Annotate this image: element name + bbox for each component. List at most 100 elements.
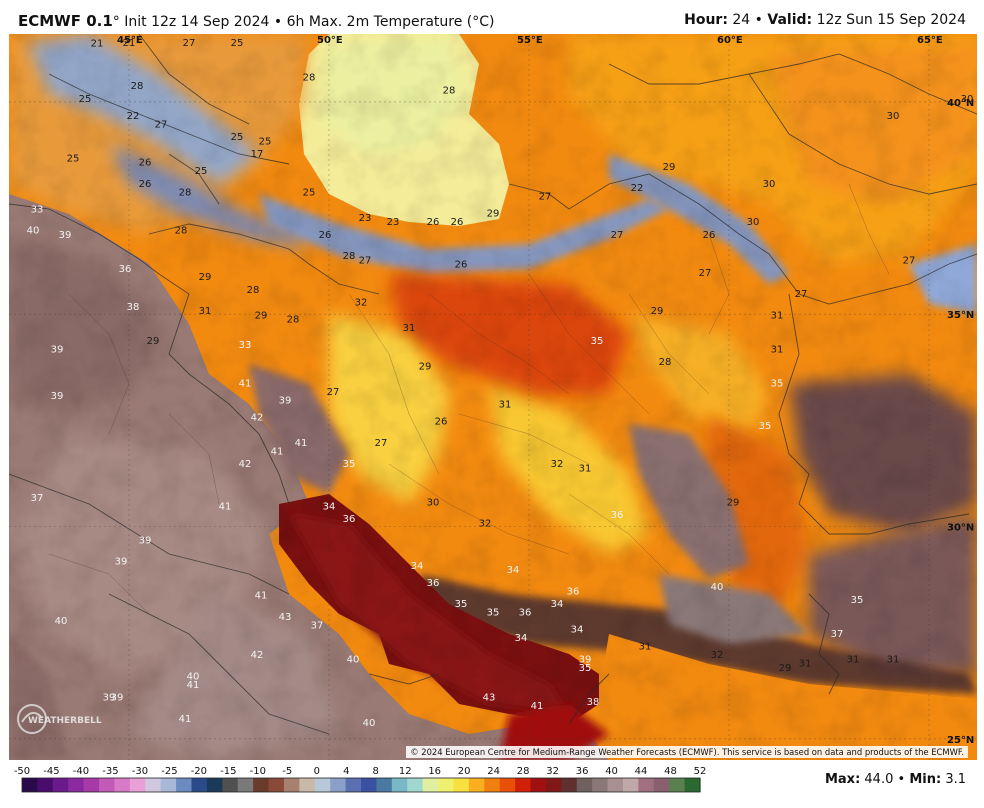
temperature-label: 35: [759, 421, 772, 432]
temperature-label: 36: [427, 578, 440, 589]
temperature-label: 17: [251, 149, 264, 160]
colorbar-cell: [191, 778, 208, 792]
colorbar-cell: [499, 778, 516, 792]
temperature-label: 21: [91, 39, 104, 50]
colorbar-tick-label: -50: [13, 766, 31, 777]
colorbar-cell: [22, 778, 39, 792]
temperature-label: 25: [303, 187, 316, 198]
temperature-field: [9, 34, 977, 760]
temperature-label: 32: [479, 518, 492, 529]
temperature-label: 32: [711, 650, 724, 661]
temperature-label: 37: [831, 629, 844, 640]
country-borders: [9, 34, 977, 735]
colorbar-cell: [222, 778, 239, 792]
temperature-label: 27: [327, 387, 340, 398]
colorbar-cell: [52, 778, 69, 792]
temperature-label: 41: [295, 438, 308, 449]
colorbar-tick-label: 36: [575, 766, 589, 777]
temperature-label: 38: [127, 302, 140, 313]
colorbar-cell: [545, 778, 562, 792]
header-left: ECMWF 0.1° Init 12z 14 Sep 2024 • 6h Max…: [18, 12, 495, 30]
colorbar-cell: [283, 778, 300, 792]
temperature-label: 28: [659, 357, 672, 368]
temperature-label: 36: [343, 514, 356, 525]
brand-title: ECMWF 0.1: [18, 12, 113, 30]
temperature-label: 30: [961, 94, 974, 105]
temperature-label: 29: [663, 162, 676, 173]
temperature-label: 29: [727, 497, 740, 508]
temperature-label: 23: [387, 217, 400, 228]
temperature-label: 34: [571, 625, 584, 636]
temperature-label: 38: [587, 697, 600, 708]
colorbar-cell: [99, 778, 116, 792]
temperature-label: 35: [455, 599, 468, 610]
colorbar-cell: [592, 778, 609, 792]
temperature-label: 26: [319, 230, 332, 241]
brand-degree: °: [112, 14, 120, 30]
colorbar-cell: [653, 778, 670, 792]
separator-dot-2: •: [754, 12, 763, 28]
colorbar-cell: [330, 778, 347, 792]
latitude-label: 25°N: [947, 735, 974, 746]
latitude-labels: 40°N 35°N 30°N 25°N: [947, 98, 974, 746]
temperature-label: 28: [443, 85, 456, 96]
temperature-label: 36: [611, 510, 624, 521]
temperature-label: 27: [375, 438, 388, 449]
colorbar-cell: [484, 778, 501, 792]
colorbar-cell: [129, 778, 146, 792]
temperature-label: 35: [771, 378, 784, 389]
latitude-label: 40°N: [947, 98, 974, 109]
temperature-label: 31: [887, 654, 900, 665]
temperature-label: 26: [139, 158, 152, 169]
colorbar-cell: [68, 778, 85, 792]
colorbar-tick-label: -5: [282, 766, 293, 777]
colorbar-cell: [376, 778, 393, 792]
temperature-label: 37: [31, 493, 44, 504]
colorbar-cell: [37, 778, 54, 792]
temperature-label: 26: [703, 230, 716, 241]
temperature-label: 28: [175, 226, 188, 237]
colorbar-cell: [453, 778, 470, 792]
init-time: Init 12z 14 Sep 2024: [124, 14, 270, 30]
temperature-label: 33: [239, 340, 252, 351]
colorbar-tick-label: -20: [190, 766, 208, 777]
temperature-label: 30: [747, 217, 760, 228]
colorbar-tick-label: 40: [605, 766, 618, 777]
colorbar-cell: [114, 778, 131, 792]
temperature-label: 26: [451, 217, 464, 228]
temperature-label: 39: [51, 344, 64, 355]
temperature-label: 41: [255, 591, 268, 602]
temperature-label: 36: [567, 586, 580, 597]
product-name: 6h Max. 2m Temperature (°C): [286, 14, 495, 30]
temperature-label: 41: [219, 502, 232, 513]
colorbar-cell: [253, 778, 270, 792]
colorbar-tick-label: -30: [131, 766, 149, 777]
temperature-label: 35: [487, 608, 500, 619]
temperature-label: 31: [771, 310, 784, 321]
colorbar-cell: [607, 778, 624, 792]
colorbar-frame: [21, 777, 701, 793]
header: ECMWF 0.1° Init 12z 14 Sep 2024 • 6h Max…: [0, 0, 984, 34]
temperature-label: 27: [795, 289, 808, 300]
dot-separator: •: [897, 772, 906, 787]
temperature-label: 34: [551, 599, 564, 610]
temperature-label: 40: [55, 616, 68, 627]
temperature-label: 25: [231, 132, 244, 143]
temperature-map[interactable]: 45°E 50°E 55°E 60°E 65°E 40°N 35°N 30°N 25°N 21…: [9, 34, 977, 760]
temperature-label: 29: [487, 209, 500, 220]
colorbar-tick-label: 44: [634, 766, 648, 777]
colorbar-tick-label: -10: [249, 766, 266, 777]
temperature-label: 31: [403, 323, 416, 334]
colorbar-cell: [669, 778, 686, 792]
colorbar-tick-label: -15: [220, 766, 237, 777]
temperature-label: 28: [343, 251, 356, 262]
temperature-label: 25: [67, 153, 80, 164]
temperature-label: 33: [31, 204, 44, 215]
colorbar-cell: [268, 778, 285, 792]
temperature-label: 39: [103, 693, 116, 704]
temperature-label: 40: [187, 671, 200, 682]
longitude-label: 55°E: [517, 35, 543, 46]
graticule: [9, 34, 977, 760]
hour-value: 24: [732, 12, 751, 28]
temperature-label: 39: [579, 654, 592, 665]
